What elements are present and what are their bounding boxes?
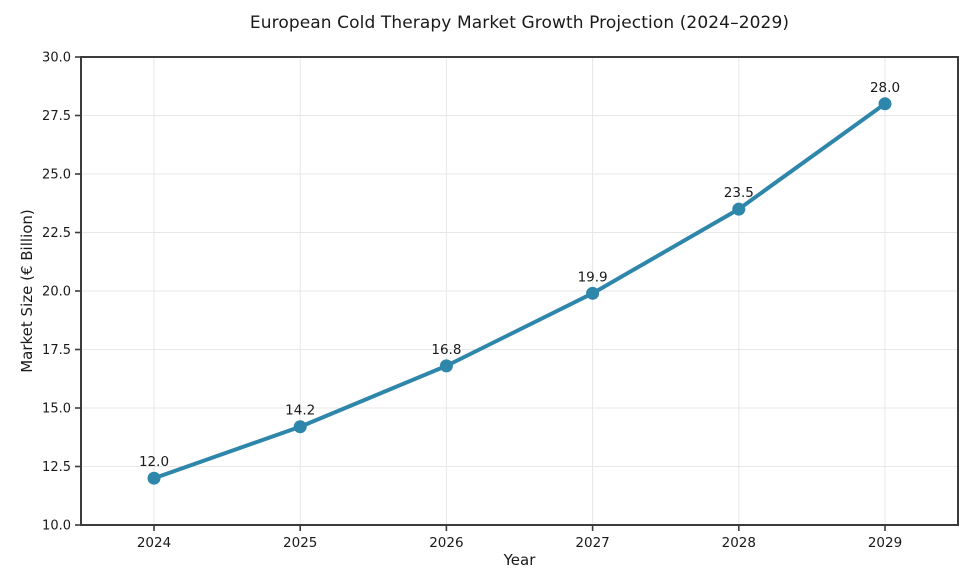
y-tick-label: 22.5 xyxy=(42,226,71,241)
y-tick-label: 20.0 xyxy=(42,285,71,300)
y-tick-label: 10.0 xyxy=(42,519,71,534)
data-point-marker xyxy=(732,202,746,216)
y-tick-label: 15.0 xyxy=(42,402,71,417)
data-point-marker xyxy=(878,97,892,111)
data-point-marker xyxy=(293,420,307,434)
data-point-label: 23.5 xyxy=(724,185,754,201)
data-point-marker xyxy=(586,286,600,300)
data-point-label: 12.0 xyxy=(139,454,169,470)
y-tick-label: 27.5 xyxy=(42,109,71,124)
data-point-marker xyxy=(439,359,453,373)
y-tick-label: 17.5 xyxy=(42,343,71,358)
data-point-label: 19.9 xyxy=(578,269,608,285)
data-point-label: 16.8 xyxy=(431,342,461,358)
x-tick-label: 2026 xyxy=(429,535,463,551)
x-tick-label: 2029 xyxy=(868,535,902,551)
data-point-label: 28.0 xyxy=(870,80,900,96)
x-tick-label: 2027 xyxy=(575,535,609,551)
series-line xyxy=(152,101,887,481)
data-point-marker xyxy=(147,471,161,485)
y-tick-label: 12.5 xyxy=(42,460,71,475)
y-tick-label: 30.0 xyxy=(42,51,71,66)
x-axis-label: Year xyxy=(503,551,536,569)
x-tick-label: 2024 xyxy=(137,535,171,551)
x-tick-label: 2025 xyxy=(283,535,317,551)
chart-title: European Cold Therapy Market Growth Proj… xyxy=(249,13,790,33)
x-tick-label: 2028 xyxy=(722,535,756,551)
y-tick-label: 25.0 xyxy=(42,168,71,183)
data-point-label: 14.2 xyxy=(285,403,315,419)
